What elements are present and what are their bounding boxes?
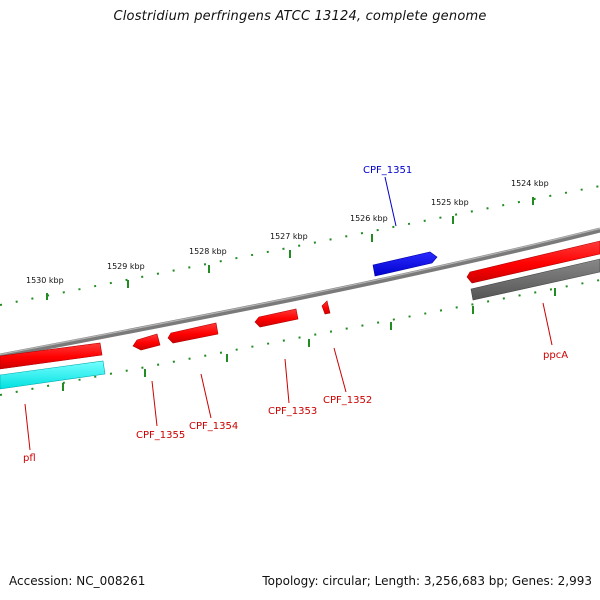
label-pfl[interactable]: pfl	[23, 453, 36, 464]
gene-ppcA[interactable]	[466, 240, 600, 284]
gene-CPF_1351[interactable]	[372, 251, 438, 277]
callout-CPF_1355	[151, 380, 158, 427]
scale-labels: 1530 kbp 1529 kbp 1528 kbp 1527 kbp 1526…	[26, 179, 549, 285]
scale-label: 1530 kbp	[26, 276, 64, 285]
chromosome-backbone	[0, 227, 600, 359]
gene-CPF_1355[interactable]	[132, 333, 161, 351]
callout-CPF_1352	[333, 347, 347, 393]
callout-CPF_1351	[384, 176, 397, 227]
label-CPF_1355[interactable]: CPF_1355	[136, 430, 185, 441]
label-CPF_1351[interactable]: CPF_1351	[363, 165, 412, 176]
gene-pfl[interactable]	[0, 360, 106, 390]
scale-label: 1526 kbp	[350, 214, 388, 223]
callout-pfl	[24, 403, 31, 451]
label-CPF_1353[interactable]: CPF_1353	[268, 406, 317, 417]
inner-scale-ticks	[0, 279, 600, 396]
label-CPF_1352[interactable]: CPF_1352	[323, 395, 372, 406]
callout-CPF_1354	[200, 373, 212, 419]
scale-label: 1529 kbp	[107, 262, 145, 271]
gene-CPF_1352[interactable]	[321, 300, 331, 315]
gray-feature[interactable]	[470, 258, 600, 301]
outer-scale-ticks	[0, 185, 600, 306]
gene-CPF_1354[interactable]	[167, 322, 219, 344]
gene-left-red[interactable]	[0, 342, 103, 370]
label-ppcA[interactable]: ppcA	[543, 350, 568, 361]
scale-label: 1525 kbp	[431, 198, 469, 207]
scale-label: 1524 kbp	[511, 179, 549, 188]
scale-label: 1527 kbp	[270, 232, 308, 241]
topology-text: Topology: circular; Length: 3,256,683 bp…	[262, 574, 592, 588]
callout-ppcA	[542, 302, 553, 346]
accession-text: Accession: NC_008261	[9, 574, 146, 588]
callout-CPF_1353	[284, 358, 290, 404]
label-CPF_1354[interactable]: CPF_1354	[189, 421, 238, 432]
gene-callouts	[24, 176, 553, 451]
map-title: Clostridium perfringens ATCC 13124, comp…	[113, 9, 487, 24]
gene-CPF_1353[interactable]	[254, 308, 299, 328]
scale-label: 1528 kbp	[189, 247, 227, 256]
